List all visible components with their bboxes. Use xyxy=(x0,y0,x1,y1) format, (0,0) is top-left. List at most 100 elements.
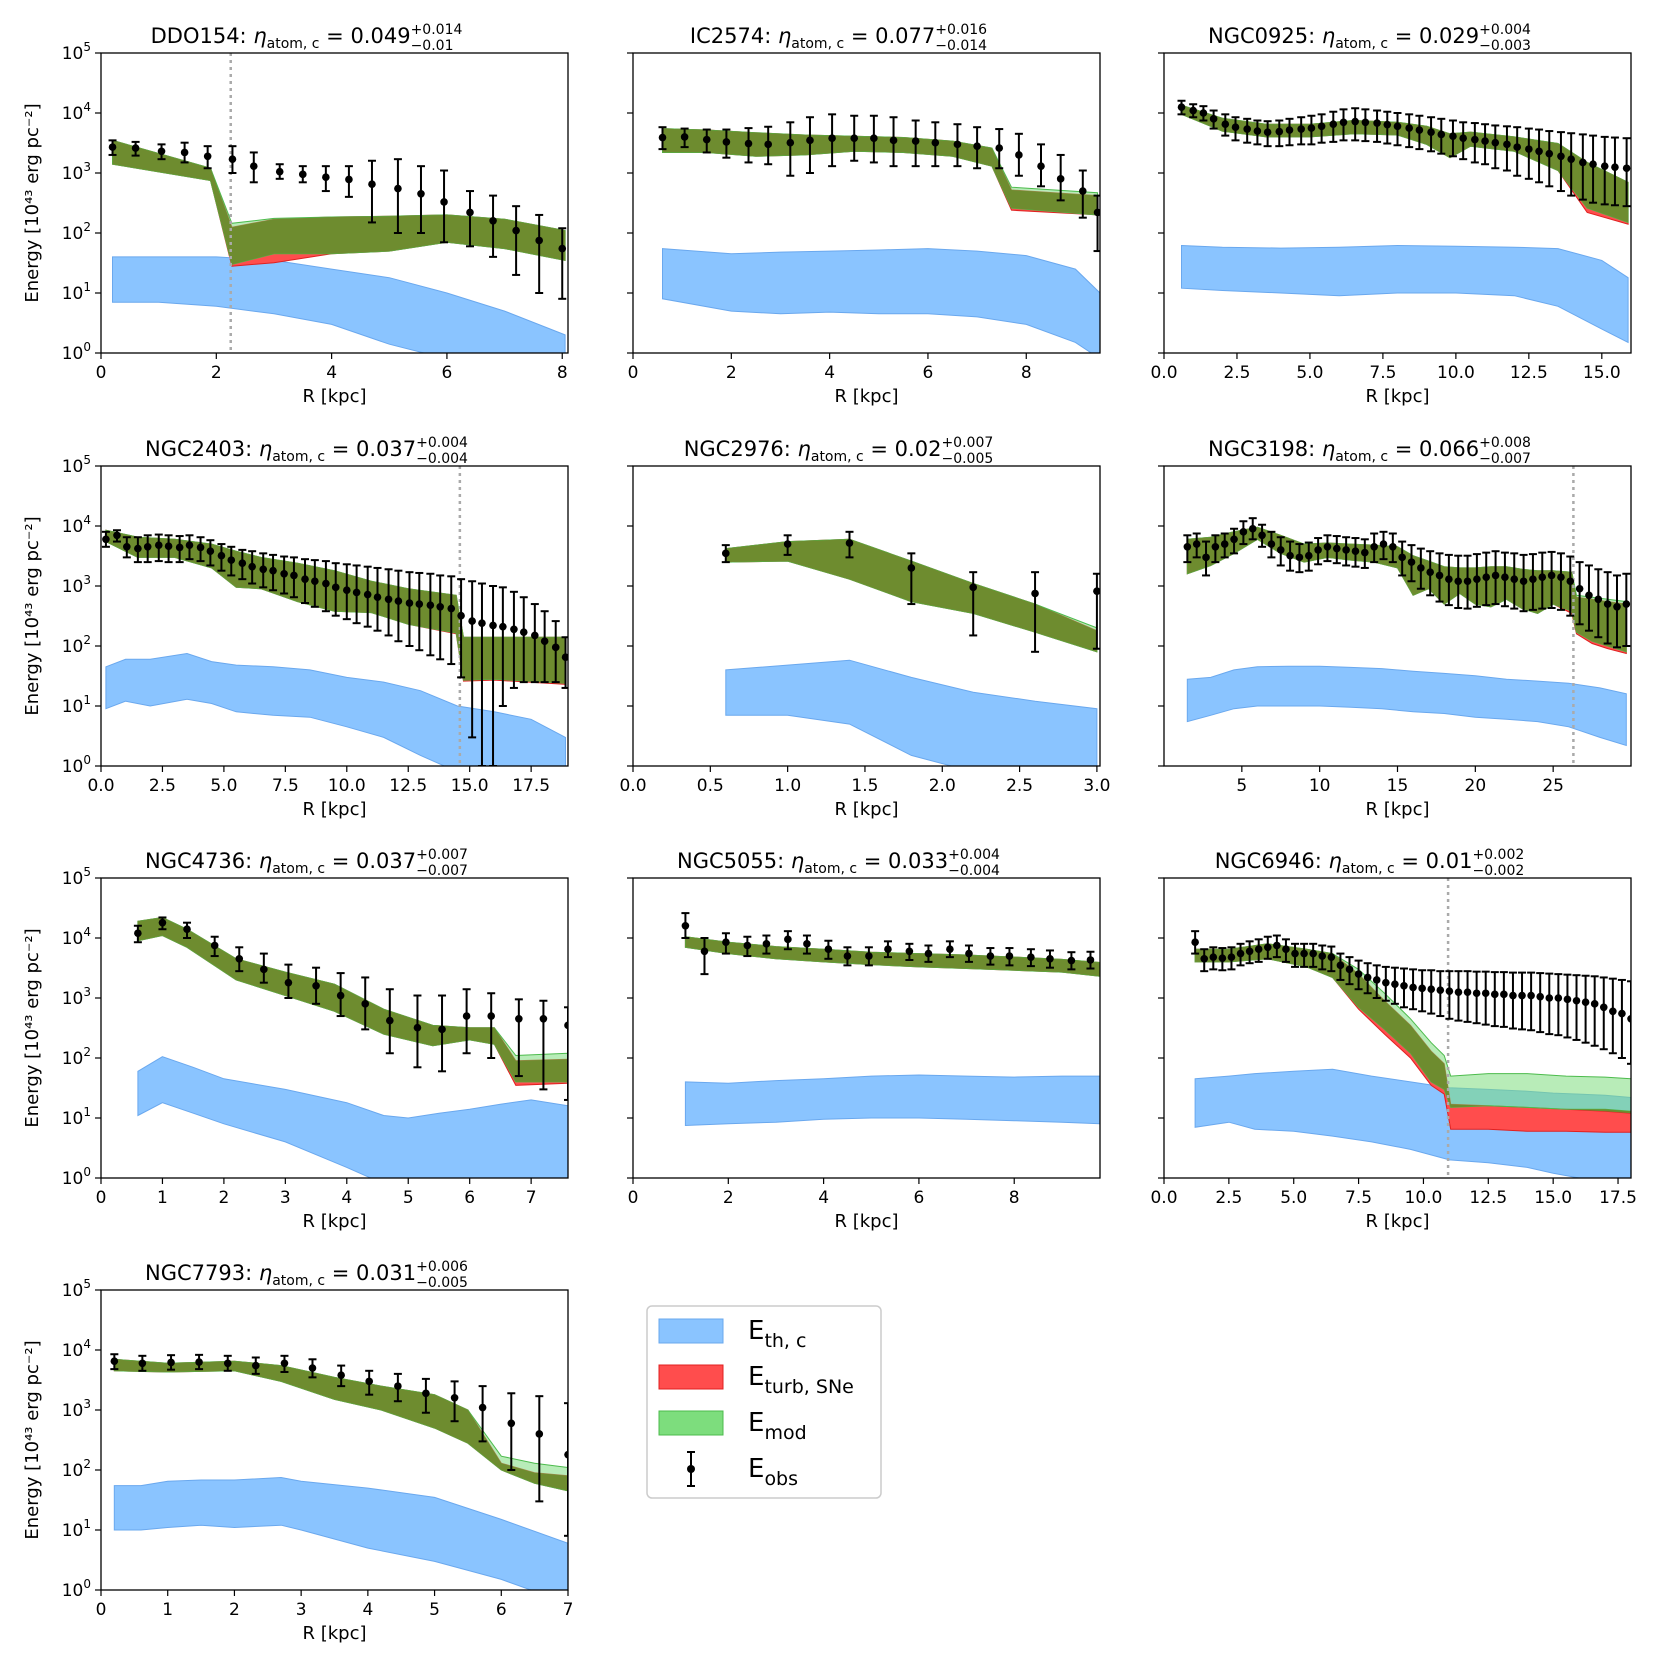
obs-point xyxy=(1354,959,1363,991)
obs-marker xyxy=(1297,125,1305,133)
band-th xyxy=(113,1476,568,1590)
obs-point xyxy=(248,550,257,585)
obs-point xyxy=(1481,123,1490,166)
obs-marker xyxy=(680,133,689,141)
y-tick-label: 104 xyxy=(62,100,91,124)
obs-point xyxy=(702,128,711,154)
obs-point xyxy=(101,530,110,548)
obs-marker xyxy=(1086,956,1095,964)
obs-marker xyxy=(1417,564,1425,572)
obs-marker xyxy=(1263,943,1272,952)
obs-point xyxy=(973,126,982,170)
x-axis-label: R [kpc] xyxy=(302,1623,366,1644)
obs-point xyxy=(108,139,117,156)
obs-marker xyxy=(564,1450,568,1459)
obs-marker xyxy=(183,925,191,934)
obs-marker xyxy=(1351,547,1360,556)
obs-point xyxy=(1572,974,1581,1041)
obs-point xyxy=(509,590,518,689)
obs-marker xyxy=(1275,127,1284,136)
obs-marker xyxy=(1373,119,1381,127)
panel-ngc6946: 0.0 2.5 5.0 7.5 10.0 12.5 15.0 17.5 R [kpc] NGC69… xyxy=(1150,847,1636,1232)
obs-marker xyxy=(280,569,288,578)
obs-marker xyxy=(298,170,307,179)
x-tick-label: 4 xyxy=(326,363,337,383)
panel-frame xyxy=(100,52,569,354)
obs-marker xyxy=(510,625,518,634)
obs-point xyxy=(1026,948,1035,968)
obs-marker xyxy=(1589,160,1597,169)
obs-point xyxy=(249,151,258,184)
obs-marker xyxy=(373,593,382,602)
obs-point xyxy=(1545,972,1554,1036)
obs-point xyxy=(1323,534,1332,563)
obs-point xyxy=(1243,117,1252,144)
x-tick-label: 5 xyxy=(429,1600,440,1620)
x-tick-label: 0.0 xyxy=(1150,363,1177,383)
obs-point xyxy=(1622,137,1631,208)
obs-marker xyxy=(1220,540,1229,548)
obs-point xyxy=(1547,550,1556,609)
obs-point xyxy=(367,159,376,224)
y-tick-label: 105 xyxy=(62,1277,91,1301)
obs-point xyxy=(1329,110,1338,143)
obs-point xyxy=(465,190,474,248)
obs-point xyxy=(762,934,771,955)
obs-marker xyxy=(1566,577,1575,586)
obs-marker xyxy=(180,148,189,157)
obs-point xyxy=(438,994,447,1073)
obs-marker xyxy=(1418,984,1426,993)
obs-point xyxy=(1499,971,1508,1028)
obs-point xyxy=(363,565,372,628)
obs-point xyxy=(1351,537,1360,568)
obs-marker xyxy=(1501,573,1509,582)
x-axis-label: R [kpc] xyxy=(302,386,366,407)
obs-point xyxy=(1528,553,1537,611)
obs-marker xyxy=(1519,577,1528,586)
obs-marker xyxy=(113,531,121,540)
obs-marker xyxy=(1231,123,1240,131)
obs-marker xyxy=(1031,589,1039,598)
obs-point xyxy=(275,163,284,180)
obs-point xyxy=(1314,537,1323,566)
obs-point xyxy=(352,564,361,625)
obs-marker xyxy=(1437,130,1446,139)
obs-marker xyxy=(539,1015,548,1023)
obs-marker xyxy=(1554,994,1563,1002)
obs-point xyxy=(1554,973,1563,1037)
obs-marker xyxy=(845,539,854,547)
obs-marker xyxy=(384,595,393,604)
obs-marker xyxy=(1391,980,1399,988)
x-tick-label: 3 xyxy=(296,1600,307,1620)
x-tick-label: 5.0 xyxy=(210,776,237,796)
obs-marker xyxy=(123,543,131,551)
obs-point xyxy=(1388,532,1397,564)
obs-point xyxy=(112,529,121,543)
obs-point xyxy=(1427,969,1436,1015)
obs-marker xyxy=(1603,600,1612,608)
obs-marker xyxy=(561,653,568,662)
obs-point xyxy=(489,194,498,258)
obs-point xyxy=(1481,970,1490,1026)
obs-point xyxy=(828,113,837,168)
obs-point xyxy=(681,912,690,939)
obs-marker xyxy=(535,236,543,245)
band-th xyxy=(1181,244,1629,344)
obs-point xyxy=(1566,555,1575,617)
obs-marker xyxy=(1254,945,1263,954)
obs-marker xyxy=(259,565,268,574)
obs-point xyxy=(1472,553,1481,608)
obs-marker xyxy=(284,978,293,987)
obs-marker xyxy=(251,1361,260,1370)
obs-point xyxy=(361,976,370,1031)
obs-point xyxy=(1600,135,1609,206)
obs-marker xyxy=(489,216,497,225)
obs-marker xyxy=(175,543,184,552)
obs-point xyxy=(721,544,730,564)
x-tick-label: 7 xyxy=(563,1600,574,1620)
obs-marker xyxy=(1622,164,1631,173)
obs-point xyxy=(1379,530,1388,561)
obs-marker xyxy=(907,564,916,572)
